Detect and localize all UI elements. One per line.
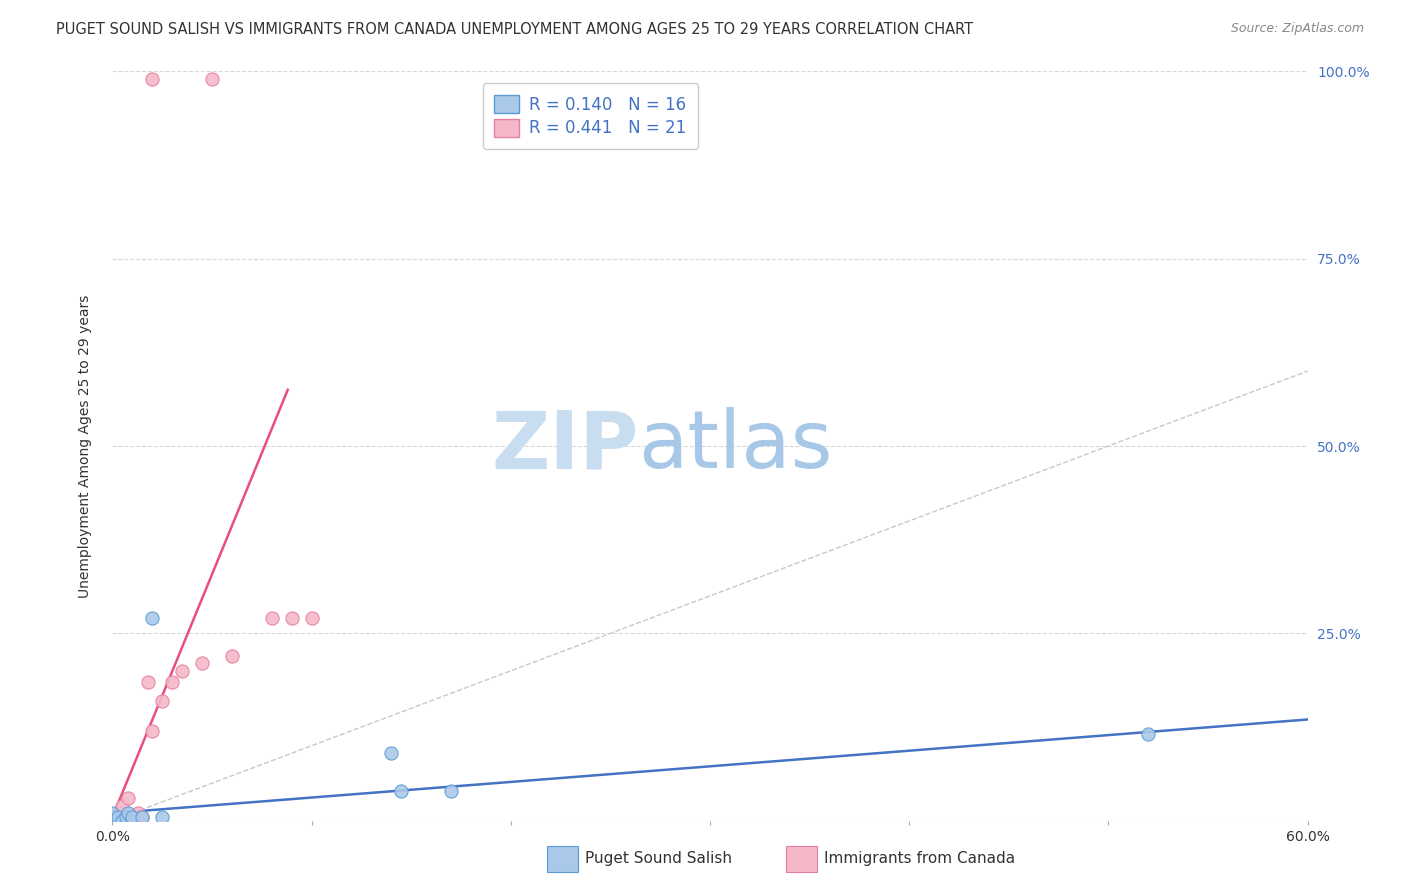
Point <box>138 675 160 690</box>
Text: atlas: atlas <box>638 407 832 485</box>
Point <box>1137 727 1160 741</box>
Point <box>141 723 163 738</box>
Point <box>301 611 323 625</box>
Point <box>162 675 183 690</box>
Point <box>141 71 163 86</box>
Point <box>172 664 194 678</box>
Point <box>111 798 134 813</box>
Point <box>111 814 134 828</box>
Point <box>131 810 153 824</box>
Text: Source: ZipAtlas.com: Source: ZipAtlas.com <box>1230 22 1364 36</box>
Point <box>131 810 153 824</box>
Point <box>380 746 402 760</box>
Text: Puget Sound Salish: Puget Sound Salish <box>585 852 733 866</box>
Point <box>201 71 224 86</box>
Point <box>101 806 124 821</box>
Point <box>115 810 138 824</box>
Point <box>150 694 173 708</box>
Text: PUGET SOUND SALISH VS IMMIGRANTS FROM CANADA UNEMPLOYMENT AMONG AGES 25 TO 29 YE: PUGET SOUND SALISH VS IMMIGRANTS FROM CA… <box>56 22 973 37</box>
Text: Immigrants from Canada: Immigrants from Canada <box>824 852 1015 866</box>
Point <box>120 814 142 828</box>
Text: ZIP: ZIP <box>491 407 638 485</box>
Point <box>191 657 214 671</box>
Y-axis label: Unemployment Among Ages 25 to 29 years: Unemployment Among Ages 25 to 29 years <box>77 294 91 598</box>
Point <box>101 814 124 828</box>
Point <box>117 806 139 821</box>
Point <box>117 791 139 805</box>
Point <box>121 810 143 824</box>
Legend: R = 0.140   N = 16, R = 0.441   N = 21: R = 0.140 N = 16, R = 0.441 N = 21 <box>482 84 699 149</box>
Point <box>101 810 124 824</box>
Point <box>389 783 412 797</box>
Point <box>150 810 173 824</box>
Point <box>125 810 148 824</box>
Point <box>127 806 149 821</box>
Point <box>260 611 283 625</box>
Point <box>440 783 463 797</box>
Point <box>141 611 163 625</box>
Point <box>101 814 124 828</box>
Point <box>101 810 124 824</box>
Point <box>107 810 129 824</box>
Point <box>281 611 304 625</box>
Point <box>110 806 132 821</box>
Point <box>121 814 143 828</box>
Point <box>221 648 243 663</box>
